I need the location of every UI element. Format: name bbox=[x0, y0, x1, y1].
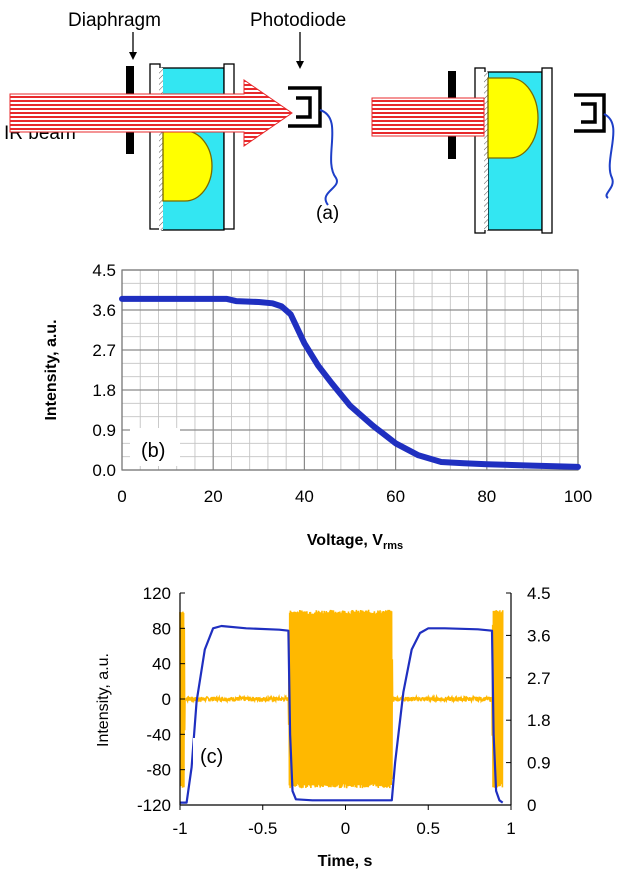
chart-c-axes: -120 -80 -40 0 40 80 120 0 0.9 1.8 2.7 3.6 4.5 -1 -0.5… bbox=[137, 584, 551, 838]
chart-b-x-tick-label: 40 bbox=[295, 487, 314, 506]
chart-c-left-tick-label: 80 bbox=[152, 619, 171, 638]
chart-b-y-tick-label: 3.6 bbox=[92, 301, 116, 320]
chart-b-x-tick-label: 100 bbox=[564, 487, 592, 506]
chart-b-series bbox=[119, 295, 581, 470]
chart-b-xlabel-sub: rms bbox=[383, 540, 403, 552]
photodiode-label: Photodiode bbox=[250, 10, 346, 31]
chart-c-right-tick-label: 0.9 bbox=[527, 754, 551, 773]
chart-b-label-box bbox=[130, 428, 180, 466]
ir-beam-stub-icon bbox=[371, 97, 485, 137]
chart-c-x-tick-label: -1 bbox=[172, 819, 187, 838]
chart-b-panel-label: (b) bbox=[141, 440, 165, 462]
chart-c-voltage-series bbox=[179, 609, 504, 789]
chart-b: 0 20 40 60 80 100 0.0 0.9 1.8 2.7 3.6 4.5 (b) Inten… bbox=[43, 261, 592, 552]
chart-c-xlabel: Time, s bbox=[318, 853, 373, 870]
chart-c-left-tick-label: -120 bbox=[137, 796, 171, 815]
chart-c-right-tick-label: 1.8 bbox=[527, 711, 551, 730]
chart-b-series-line bbox=[119, 295, 581, 470]
chart-b-y-tick-label: 2.7 bbox=[92, 341, 116, 360]
ir-beam-arrow-icon bbox=[9, 79, 293, 147]
wire-icon bbox=[603, 113, 615, 199]
chart-b-frame bbox=[121, 269, 579, 471]
chart-b-y-tick-label: 0.9 bbox=[92, 421, 116, 440]
chart-c-ylabel: Intensity, a.u. bbox=[95, 653, 112, 747]
chart-b-x-tick-label: 80 bbox=[477, 487, 496, 506]
chart-c: -120 -80 -40 0 40 80 120 0 0.9 1.8 2.7 3.6 4.5 -1 -0.5… bbox=[95, 584, 551, 870]
chart-b-xlabel: Voltage, Vrms bbox=[307, 532, 403, 552]
chart-b-x-tick-label: 60 bbox=[386, 487, 405, 506]
chart-c-panel-label: (c) bbox=[200, 746, 223, 768]
chart-c-intensity-series bbox=[180, 624, 504, 804]
chart-b-x-tick-label: 20 bbox=[204, 487, 223, 506]
wire-icon bbox=[319, 109, 338, 206]
photodiode-icon bbox=[574, 93, 606, 133]
photodiode-icon bbox=[288, 86, 322, 128]
chart-c-label-box bbox=[193, 738, 237, 770]
chart-b-y-tick-label: 4.5 bbox=[92, 261, 116, 280]
panel-a-schematic: Diaphragm Photodiode IR beam (a) bbox=[4, 10, 615, 234]
chart-c-left-tick-label: -40 bbox=[146, 725, 171, 744]
droplet-icon bbox=[487, 77, 539, 159]
droplet-icon bbox=[162, 130, 213, 202]
chart-c-x-tick-label: 0.5 bbox=[416, 819, 440, 838]
chart-c-series bbox=[179, 609, 504, 804]
panel-a-label: (a) bbox=[316, 203, 339, 224]
chart-b-ticks: 0 20 40 60 80 100 0.0 0.9 1.8 2.7 3.6 4.5 bbox=[92, 261, 592, 506]
chart-b-x-tick-label: 0 bbox=[117, 487, 126, 506]
chart-b-y-tick-label: 0.0 bbox=[92, 461, 116, 480]
chart-c-right-tick-label: 0 bbox=[527, 796, 536, 815]
diaphragm-pointer-icon bbox=[129, 32, 137, 60]
chart-c-right-tick-label: 4.5 bbox=[527, 584, 551, 603]
chart-c-right-tick-label: 2.7 bbox=[527, 669, 551, 688]
chart-b-y-tick-label: 1.8 bbox=[92, 381, 116, 400]
photodiode-pointer-icon bbox=[296, 32, 304, 69]
chart-c-left-tick-label: 0 bbox=[162, 690, 171, 709]
chart-b-plot-area bbox=[122, 270, 578, 470]
chart-c-x-tick-label: -0.5 bbox=[248, 819, 277, 838]
chart-c-left-tick-label: 120 bbox=[143, 584, 171, 603]
chart-c-x-tick-label: 0 bbox=[341, 819, 350, 838]
chart-c-right-tick-label: 3.6 bbox=[527, 626, 551, 645]
chart-b-xlabel-main: Voltage, V bbox=[307, 532, 383, 549]
chart-b-ylabel: Intensity, a.u. bbox=[43, 319, 60, 420]
chart-c-left-tick-label: -80 bbox=[146, 761, 171, 780]
chart-c-left-tick-label: 40 bbox=[152, 655, 171, 674]
chart-c-x-tick-label: 1 bbox=[506, 819, 515, 838]
chart-b-grid bbox=[121, 269, 579, 471]
diaphragm-label: Diaphragm bbox=[68, 10, 161, 31]
